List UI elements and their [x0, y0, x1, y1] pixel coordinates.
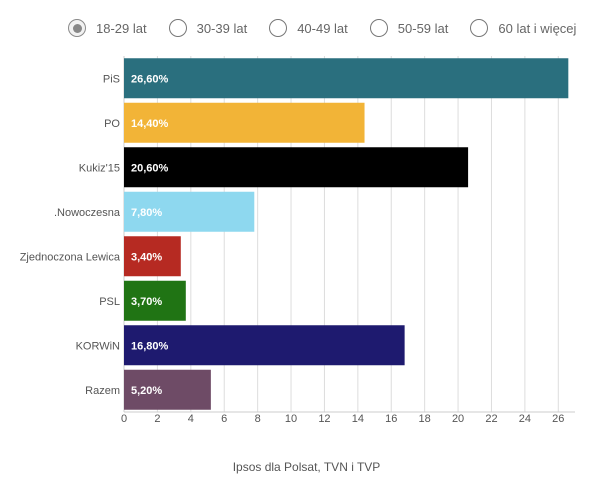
data-label: 3,70% — [131, 296, 162, 308]
age-tab-label: 60 lat i więcej — [498, 20, 577, 36]
data-label: 5,20% — [131, 385, 162, 397]
age-tab-label: 18-29 lat — [96, 20, 147, 36]
radio-button[interactable] — [369, 19, 388, 37]
x-tick-label: 4 — [188, 413, 194, 425]
age-tab-label: 30-39 lat — [196, 20, 248, 36]
age-tab-3[interactable]: 40-49 lat — [269, 19, 348, 37]
data-label: 7,80% — [131, 207, 162, 219]
bar — [124, 191, 255, 232]
x-tick-label: 2 — [154, 413, 160, 425]
radio-button[interactable] — [68, 19, 86, 37]
data-label: 14,40% — [131, 118, 169, 130]
x-tick-label: 24 — [519, 413, 531, 425]
category-label: KORWiN — [76, 340, 120, 352]
age-tab-4[interactable]: 50-59 lat — [369, 19, 449, 37]
bar — [124, 102, 365, 143]
age-tab-1[interactable]: 18-29 lat — [68, 19, 147, 37]
x-tick-label: 8 — [255, 413, 261, 425]
x-tick-label: 26 — [552, 413, 564, 425]
age-tab-label: 50-59 lat — [397, 20, 449, 36]
category-label: Kukiz'15 — [79, 162, 120, 174]
age-group-selector: 18-29 lat 30-39 lat 40-49 lat 50-59 lat 60 l… — [68, 17, 576, 39]
data-label: 26,60% — [131, 73, 169, 85]
bar — [124, 325, 405, 366]
x-tick-label: 10 — [285, 413, 297, 425]
category-label: PO — [104, 118, 120, 130]
radio-button[interactable] — [269, 19, 288, 37]
age-tab-5[interactable]: 60 lat i więcej — [470, 19, 576, 37]
category-label: .Nowoczesna — [54, 207, 121, 219]
x-tick-label: 16 — [385, 413, 397, 425]
category-label: PiS — [103, 73, 120, 85]
x-tick-label: 12 — [318, 413, 330, 425]
x-tick-label: 0 — [121, 413, 127, 425]
x-tick-label: 20 — [452, 413, 464, 425]
bar — [124, 280, 186, 321]
category-label: PSL — [99, 296, 120, 308]
radio-dot-icon — [72, 23, 82, 33]
category-label: Razem — [85, 385, 120, 397]
bar — [124, 236, 181, 277]
x-tick-label: 22 — [485, 413, 497, 425]
age-tab-2[interactable]: 30-39 lat — [168, 19, 248, 37]
radio-button[interactable] — [168, 19, 187, 37]
radio-button[interactable] — [470, 19, 489, 37]
category-label: Zjednoczona Lewica — [20, 251, 121, 263]
data-label: 20,60% — [131, 162, 169, 174]
x-tick-label: 18 — [419, 413, 431, 425]
source-note: Ipsos dla Polsat, TVN i TVP — [232, 460, 381, 474]
bar — [124, 58, 569, 99]
data-label: 16,80% — [131, 340, 169, 352]
bar — [124, 147, 469, 188]
age-tab-label: 40-49 lat — [297, 20, 348, 36]
bar — [124, 369, 211, 410]
data-label: 3,40% — [131, 251, 162, 263]
x-tick-label: 6 — [221, 413, 227, 425]
x-tick-label: 14 — [352, 413, 364, 425]
